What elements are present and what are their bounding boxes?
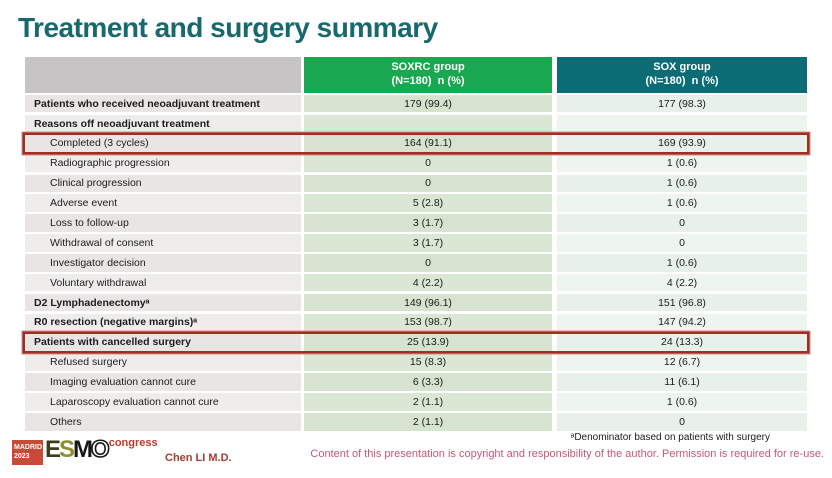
table-row: Others 2 (1.1) 0	[25, 413, 807, 431]
presenter-name: Chen LI M.D.	[165, 452, 232, 464]
soxrc-value: 3 (1.7)	[304, 234, 552, 252]
header-cell-soxrc-group: SOXRC group (N=180) n (%)	[304, 57, 552, 93]
soxrc-group-subtitle: (N=180) n (%)	[391, 75, 465, 87]
summary-table: SOXRC group (N=180) n (%) SOX group (N=1…	[25, 57, 807, 433]
sox-value: 177 (98.3)	[557, 95, 807, 113]
footnote-denominator: ᵃDenominator based on patients with surg…	[570, 432, 770, 443]
esmo-letter-m: M	[73, 436, 93, 463]
sox-value	[557, 114, 807, 133]
header-cell-sox-group: SOX group (N=180) n (%)	[557, 57, 807, 93]
sox-group-subtitle: (N=180) n (%)	[645, 75, 719, 87]
soxrc-value: 0	[304, 154, 552, 173]
sox-value: 151 (96.8)	[557, 293, 807, 312]
row-label: Refused surgery	[25, 353, 301, 371]
table-row: Patients who received neoadjuvant treatm…	[25, 95, 807, 113]
row-label: D2 Lymphadenectomyᵃ	[25, 293, 301, 312]
soxrc-value: 3 (1.7)	[304, 214, 552, 232]
soxrc-value: 5 (2.8)	[304, 194, 552, 212]
table-row: Loss to follow-up 3 (1.7) 0	[25, 214, 807, 232]
table-row: Refused surgery 15 (8.3) 12 (6.7)	[25, 353, 807, 371]
table-row: Withdrawal of consent 3 (1.7) 0	[25, 234, 807, 252]
soxrc-value	[304, 114, 552, 133]
soxrc-value: 179 (99.4)	[304, 95, 552, 113]
sox-value: 4 (2.2)	[557, 274, 807, 292]
soxrc-value: 25 (13.9)	[304, 333, 552, 352]
row-label: Clinical progression	[25, 174, 301, 192]
soxrc-value: 4 (2.2)	[304, 274, 552, 292]
esmo-letter-s: S	[59, 436, 75, 463]
sox-value: 1 (0.6)	[557, 393, 807, 411]
row-label: Reasons off neoadjuvant treatment	[25, 114, 301, 133]
badge-year: 2023	[14, 452, 30, 460]
table-row: Voluntary withdrawal 4 (2.2) 4 (2.2)	[25, 274, 807, 292]
sox-value: 1 (0.6)	[557, 154, 807, 173]
congress-label: congress	[108, 437, 158, 449]
table-row: Imaging evaluation cannot cure 6 (3.3) 1…	[25, 373, 807, 391]
copyright-notice: Content of this presentation is copyrigh…	[310, 448, 824, 460]
row-label: Completed (3 cycles)	[25, 134, 301, 153]
row-label: Investigator decision	[25, 254, 301, 272]
soxrc-value: 0	[304, 254, 552, 272]
row-label: Loss to follow-up	[25, 214, 301, 232]
sox-value: 1 (0.6)	[557, 174, 807, 192]
table-row: Laparoscopy evaluation cannot cure 2 (1.…	[25, 393, 807, 411]
table-row: Patients with cancelled surgery 25 (13.9…	[25, 333, 807, 352]
table-header-row: SOXRC group (N=180) n (%) SOX group (N=1…	[25, 57, 807, 93]
esmo-letter-e: E	[45, 436, 61, 463]
slide-title: Treatment and surgery summary	[18, 12, 438, 43]
table-row: Investigator decision 0 1 (0.6)	[25, 254, 807, 272]
soxrc-value: 153 (98.7)	[304, 313, 552, 332]
row-label: Others	[25, 413, 301, 431]
row-label: Patients with cancelled surgery	[25, 333, 301, 352]
table-body: Patients who received neoadjuvant treatm…	[25, 95, 807, 431]
table-row: Reasons off neoadjuvant treatment	[25, 114, 807, 133]
row-label: R0 resection (negative margins)ᵃ	[25, 313, 301, 332]
table-row: Clinical progression 0 1 (0.6)	[25, 174, 807, 192]
sox-value: 0	[557, 214, 807, 232]
sox-value: 1 (0.6)	[557, 254, 807, 272]
soxrc-value: 2 (1.1)	[304, 413, 552, 431]
sox-group-title: SOX group	[653, 61, 711, 74]
soxrc-value: 6 (3.3)	[304, 373, 552, 391]
table-row: Adverse event 5 (2.8) 1 (0.6)	[25, 194, 807, 212]
row-label: Imaging evaluation cannot cure	[25, 373, 301, 391]
table-row: R0 resection (negative margins)ᵃ 153 (98…	[25, 313, 807, 332]
sox-value: 147 (94.2)	[557, 313, 807, 332]
table-row: D2 Lymphadenectomyᵃ 149 (96.1) 151 (96.8…	[25, 293, 807, 312]
table-row: Radiographic progression 0 1 (0.6)	[25, 154, 807, 173]
soxrc-value: 2 (1.1)	[304, 393, 552, 411]
sox-value: 0	[557, 413, 807, 431]
sox-value: 1 (0.6)	[557, 194, 807, 212]
sox-value: 0	[557, 234, 807, 252]
badge-city: MADRID	[14, 444, 42, 452]
sox-value: 12 (6.7)	[557, 353, 807, 371]
sox-value: 24 (13.3)	[557, 333, 807, 352]
header-cell-empty	[25, 57, 301, 93]
soxrc-group-title: SOXRC group	[391, 61, 465, 74]
soxrc-value: 15 (8.3)	[304, 353, 552, 371]
soxrc-value: 164 (91.1)	[304, 134, 552, 153]
soxrc-value: 0	[304, 174, 552, 192]
esmo-letter-o: O	[90, 436, 110, 464]
esmo-congress-logo: MADRID 2023 ESMO congress	[12, 436, 158, 465]
soxrc-value: 149 (96.1)	[304, 293, 552, 312]
row-label: Laparoscopy evaluation cannot cure	[25, 393, 301, 411]
row-label: Voluntary withdrawal	[25, 274, 301, 292]
table-row: Completed (3 cycles) 164 (91.1) 169 (93.…	[25, 134, 807, 153]
esmo-wordmark: ESMO	[45, 436, 110, 464]
row-label: Withdrawal of consent	[25, 234, 301, 252]
sox-value: 11 (6.1)	[557, 373, 807, 391]
row-label: Patients who received neoadjuvant treatm…	[25, 95, 301, 113]
row-label: Radiographic progression	[25, 154, 301, 173]
madrid-2023-badge: MADRID 2023	[12, 440, 43, 465]
sox-value: 169 (93.9)	[557, 134, 807, 153]
row-label: Adverse event	[25, 194, 301, 212]
